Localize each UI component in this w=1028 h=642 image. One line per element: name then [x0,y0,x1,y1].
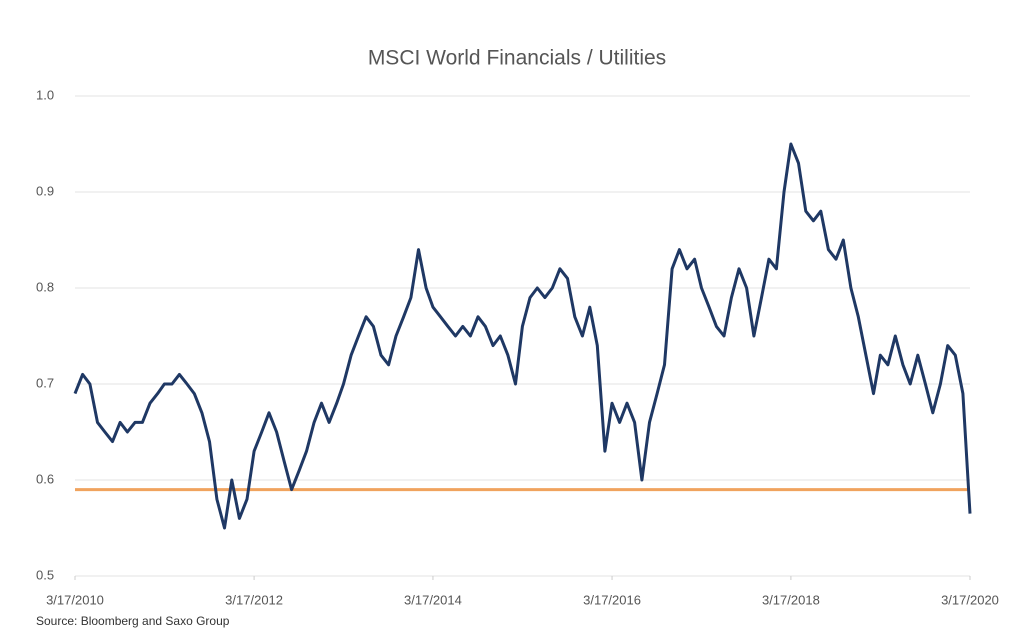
y-tick-label: 0.8 [36,279,54,294]
y-tick-label: 0.5 [36,567,54,582]
chart-title: MSCI World Financials / Utilities [368,47,666,70]
source-note: Source: Bloomberg and Saxo Group [36,614,230,628]
x-tick-label: 3/17/2018 [762,592,820,607]
x-tick-label: 3/17/2020 [941,592,999,607]
y-tick-label: 0.9 [36,183,54,198]
data-line [73,142,972,530]
x-tick-label: 3/17/2016 [583,592,641,607]
y-tick-label: 1.0 [36,87,54,102]
x-tick-label: 3/17/2014 [404,592,462,607]
x-tick-label: 3/17/2012 [225,592,283,607]
y-tick-label: 0.7 [36,375,54,390]
y-tick-label: 0.6 [36,471,54,486]
x-tick-label: 3/17/2010 [46,592,104,607]
